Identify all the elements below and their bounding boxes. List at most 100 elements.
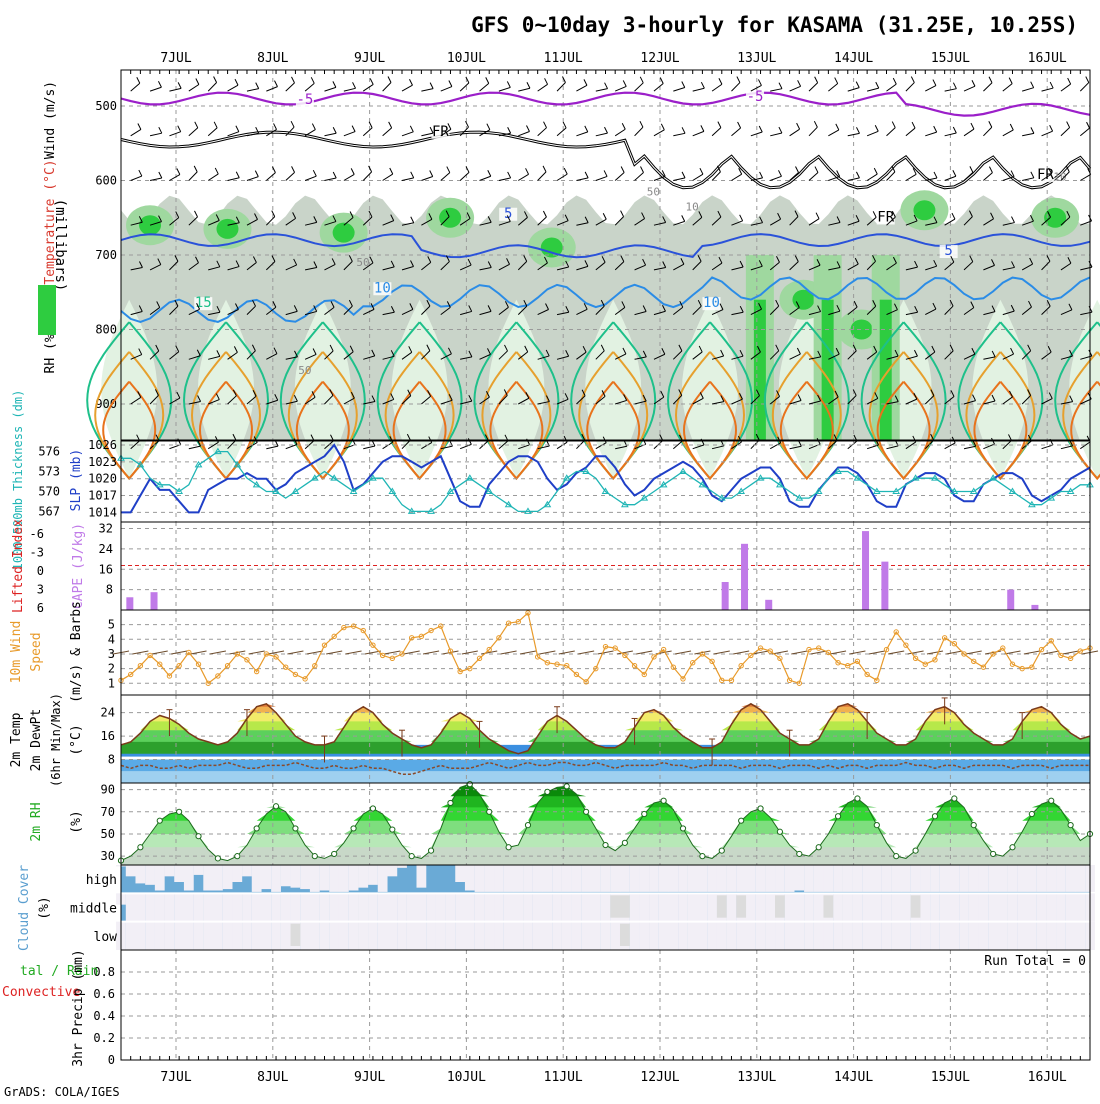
cloud-clear-cell [484, 893, 495, 922]
upper-wind-barb-flag [235, 171, 240, 179]
rh-marker [408, 853, 415, 860]
cloud-clear-cell [368, 921, 378, 950]
cloud-clear-cell [949, 893, 960, 922]
upper-wind-barb [188, 308, 200, 316]
cloud-clear-cell [794, 893, 805, 922]
upper-wind-barb [363, 355, 375, 360]
cloud-clear-cell [261, 921, 272, 950]
upper-rh-column-core [753, 299, 766, 440]
upper-wind-barb-flag [426, 344, 431, 351]
precip-ytick-0.4: 0.4 [93, 1009, 115, 1023]
upper-wind-barb-flag [526, 82, 531, 89]
upper-wind-barb [653, 129, 665, 137]
upper-rh-core [1044, 207, 1067, 228]
upper-contour-loop [682, 380, 738, 481]
upper-wind-barb-flag [755, 433, 760, 441]
rh-marker [234, 853, 241, 860]
upper-wind-barb-flag [542, 165, 547, 173]
wind-marker [137, 662, 144, 669]
upper-wind-barb [750, 351, 761, 360]
upper-wind-barb-flag [776, 390, 780, 397]
upper-wind-barb [595, 305, 605, 315]
upper-wind-barb [537, 216, 547, 226]
dewpt-line [120, 761, 1090, 775]
rh-marker [1048, 797, 1055, 804]
temp-line [120, 702, 1091, 755]
cape-ytick-24: 24 [99, 542, 113, 556]
upper-wind-barb [634, 126, 644, 137]
upper-wind-barb-flag [235, 216, 240, 223]
upper-wind-barb-flag [717, 210, 722, 218]
upper-wind-barb [1041, 216, 1051, 226]
cloud-ylabel-b: (%) [37, 896, 52, 919]
upper-wind-barb-flag [216, 350, 221, 357]
cloud-clear-cell [455, 865, 466, 882]
upper-wind-barb [556, 311, 569, 316]
rh-marker [718, 847, 725, 854]
upper-wind-barb-flag [349, 211, 354, 218]
upper-wind-barb-flag [697, 255, 702, 262]
cloud-clear-cell [1007, 865, 1018, 892]
upper-wind-barb [1060, 401, 1073, 405]
upper-wind-barb [149, 132, 162, 137]
upper-wind-barb [130, 221, 143, 226]
wind-marker [1067, 655, 1074, 662]
upper-wind-barb [227, 222, 240, 226]
cloud-clear-cell [745, 893, 756, 922]
rh-band [121, 784, 1090, 797]
upper-wind-barb [866, 216, 877, 226]
upper-wind-barb-flag [487, 170, 492, 177]
upper-wind-barb [673, 306, 684, 315]
cloud-clear-cell [523, 865, 533, 892]
upper-wind-barb [769, 305, 780, 315]
thickness-ytick-576: 576 [38, 445, 60, 459]
upper-wind-barb [1080, 174, 1091, 181]
wind-barb [306, 650, 323, 655]
cloud-clear-cell [1056, 865, 1066, 892]
cloud-clear-cell [823, 865, 834, 892]
cloud-clear-cell [910, 865, 921, 892]
thickness-marker [194, 460, 203, 468]
upper-wind-barb-flag [254, 170, 259, 177]
upper-wind-barb-flag [487, 216, 492, 223]
rh-marker [931, 813, 939, 820]
upper-wind-barb [944, 218, 956, 226]
upper-wind-barb-flag [680, 257, 685, 265]
series-line-slp [121, 443, 1091, 514]
upper-wind-barb-flag [410, 216, 415, 223]
cloud-clear-cell [145, 893, 155, 922]
wind-marker [244, 657, 250, 663]
upper-wind-barb [595, 218, 607, 226]
upper-wind-barb-flag [952, 82, 957, 89]
wind-barb [674, 650, 692, 655]
upper-wind-barb [169, 261, 179, 271]
wind-marker [341, 624, 347, 631]
upper-wind-barb [963, 445, 976, 450]
cape-bar [721, 582, 729, 610]
upper-wind-barb [130, 267, 143, 271]
cloud-clear-cell [765, 893, 776, 922]
cloud-clear-cell [542, 893, 553, 922]
upper-wind-barb-flag [234, 78, 239, 86]
upper-wind-barb-flag [369, 256, 374, 264]
upper-wind-barb-flag [853, 300, 858, 308]
cloud-clear-cell [600, 893, 611, 922]
wind-marker [680, 676, 686, 682]
upper-wind-barb [808, 311, 821, 316]
upper-wind-barb [1002, 440, 1012, 450]
rh-marker [505, 844, 512, 851]
upper-wind-barb [847, 132, 860, 137]
upper-wind-barb [304, 221, 317, 226]
rh-band [121, 784, 1090, 808]
upper-wind-barb [1041, 351, 1052, 360]
upper-wind-barb [673, 220, 685, 226]
wind-barb [384, 650, 401, 655]
upper-wind-barb [576, 131, 588, 137]
upper-wind-barb [343, 131, 356, 137]
cloud-clear-cell [406, 921, 417, 950]
upper-wind-barb [808, 400, 821, 405]
cloud-clear-cell [939, 865, 950, 892]
upper-wind-barb [246, 350, 256, 360]
upper-wind-barb [905, 82, 915, 92]
rh-marker [311, 853, 318, 860]
